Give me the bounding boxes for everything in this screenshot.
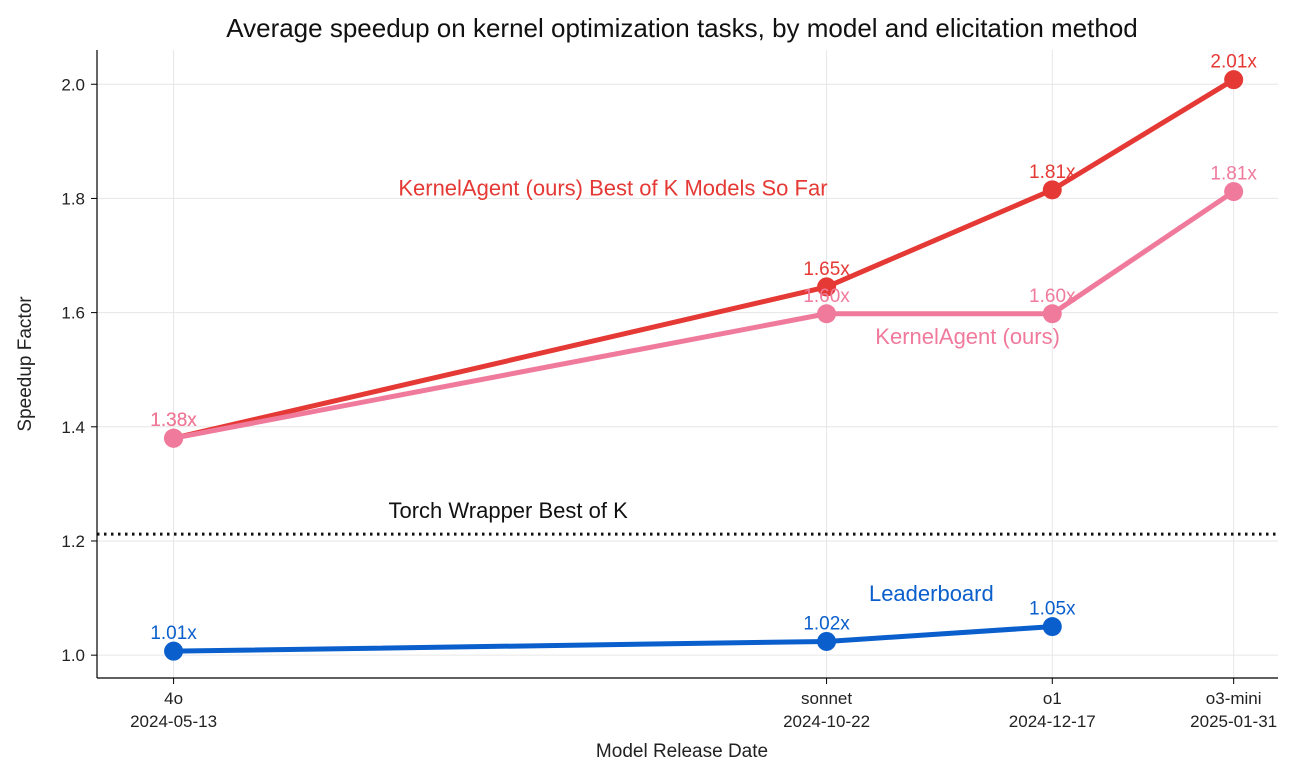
y-tick-label: 1.8	[61, 189, 85, 208]
y-tick-label: 1.0	[61, 646, 85, 665]
y-tick-label: 1.2	[61, 532, 85, 551]
chart-title: Average speedup on kernel optimization t…	[226, 13, 1138, 43]
annotation-leaderboard: Leaderboard	[869, 581, 994, 606]
data-point-kernelagent-ours	[817, 304, 837, 324]
data-label-leaderboard: 1.01x	[150, 623, 197, 644]
grid	[97, 50, 1278, 678]
data-point-leaderboard	[817, 631, 837, 651]
x-tick-model: 4o	[164, 689, 183, 708]
x-axis-label: Model Release Date	[596, 741, 768, 762]
data-label-kernelagent-ours: 1.38x	[150, 410, 197, 431]
series-line-kernelagent-ours-best-of-k-models-so-far	[171, 77, 1237, 441]
x-tick-date: 2024-12-17	[1009, 712, 1096, 731]
data-point-leaderboard	[1042, 617, 1062, 637]
data-label-kernelagent-ours-best-of-k-models-so-far: 1.65x	[803, 259, 850, 280]
data-point-kernelagent-ours-best-of-k-models-so-far	[817, 277, 837, 297]
series-line-kernelagent-ours	[171, 189, 1237, 441]
data-point-kernelagent-ours	[1042, 304, 1062, 324]
data-label-kernelagent-ours-best-of-k-models-so-far: 1.81x	[1029, 162, 1076, 183]
y-tick-label: 1.6	[61, 304, 85, 323]
data-point-kernelagent-ours-best-of-k-models-so-far	[1224, 70, 1244, 90]
data-label-kernelagent-ours-best-of-k-models-so-far: 2.01x	[1210, 52, 1257, 73]
data-label-leaderboard: 1.02x	[803, 613, 850, 634]
data-point-kernelagent-ours-best-of-k-models-so-far	[1042, 180, 1062, 200]
data-label-kernelagent-ours: 1.60x	[1029, 286, 1076, 307]
data-point-kernelagent-ours	[164, 428, 184, 448]
y-tick-label: 1.4	[61, 418, 85, 437]
annotation-torch-wrapper-best-of-k: Torch Wrapper Best of K	[389, 498, 629, 523]
x-tick-date: 2024-05-13	[130, 712, 217, 731]
data-label-kernelagent-ours: 1.81x	[1210, 164, 1257, 185]
x-tick-date: 2025-01-31	[1190, 712, 1277, 731]
x-tick-model: sonnet	[801, 689, 852, 708]
annotation-kernelagent-ours-best-of-k-models-so-far: KernelAgent (ours) Best of K Models So F…	[398, 176, 827, 201]
x-tick-model: o3-mini	[1206, 689, 1262, 708]
data-label-kernelagent-ours-best-of-k-models-so-far: 1.38x	[150, 410, 197, 431]
y-tick-label: 2.0	[61, 75, 85, 94]
data-point-kernelagent-ours	[1224, 182, 1244, 202]
data-point-leaderboard	[164, 641, 184, 661]
data-label-leaderboard: 1.05x	[1029, 599, 1076, 620]
series-lines	[164, 70, 1244, 661]
x-tick-date: 2024-10-22	[783, 712, 870, 731]
x-tick-model: o1	[1043, 689, 1062, 708]
annotation-kernelagent-ours: KernelAgent (ours)	[875, 324, 1060, 349]
y-axis-label: Speedup Factor	[15, 296, 36, 432]
axes	[96, 50, 1278, 679]
annotations: KernelAgent (ours) Best of K Models So F…	[389, 176, 1060, 606]
series-line-leaderboard	[171, 624, 1055, 654]
data-label-kernelagent-ours: 1.60x	[803, 286, 850, 307]
ticks: 1.0 1.2 1.4 1.6 1.8 2.0 4o 2024-05-13 sonnet 2024…	[61, 75, 1277, 731]
